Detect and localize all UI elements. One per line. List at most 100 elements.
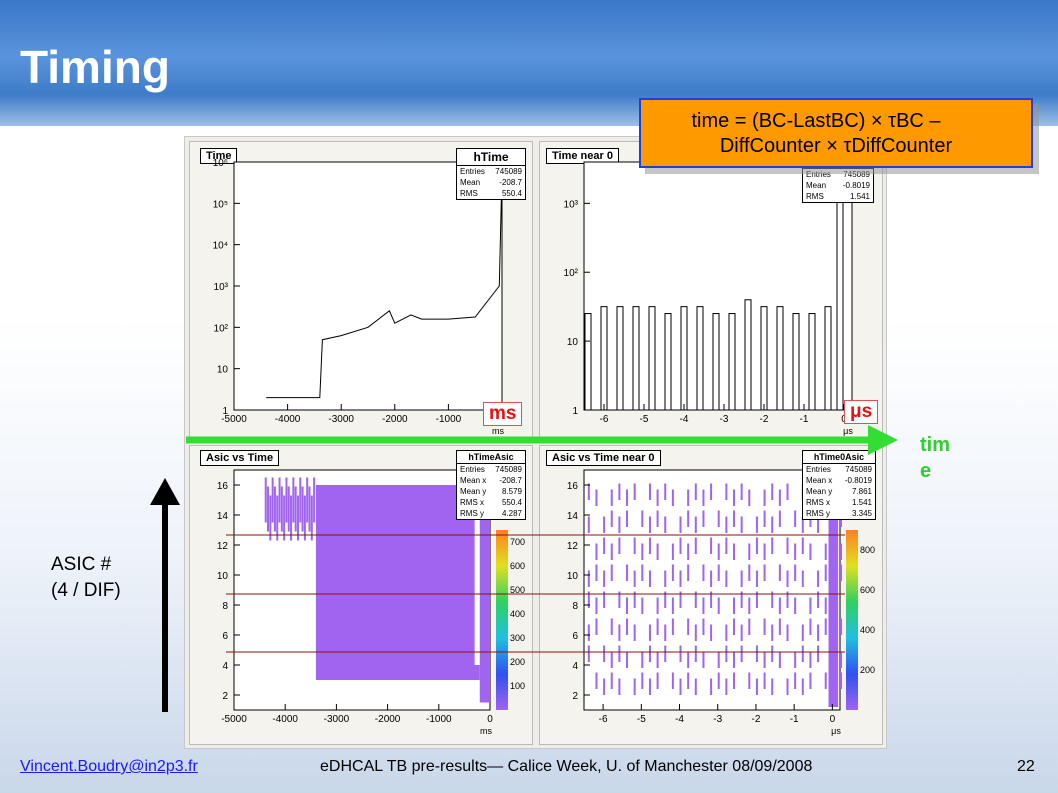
- heatmap-cell: [618, 678, 621, 695]
- heatmap-cell: [648, 483, 651, 500]
- heatmap-cell: [283, 495, 286, 541]
- heatmap-cell: [641, 510, 644, 527]
- stats-box: hTimeAsic Entries 745089 Mean x -208.7 Mea…: [456, 450, 526, 520]
- x-tick-label: -6: [599, 714, 608, 725]
- stats-row: Mean -0.8019: [803, 180, 873, 191]
- y-tick-label: 10³: [214, 282, 229, 293]
- stats-key: Entries: [460, 465, 485, 474]
- heatmap-cell: [763, 618, 766, 635]
- plot-asic-vs-time-near-0: -6 -5 -4 -3 -2 -1 0μs 16 14 12 10 8 6 4 2 800 600 400 200: [567, 469, 875, 736]
- footer-email-link[interactable]: Vincent.Boudry@in2p3.fr: [20, 758, 198, 775]
- stats-value: 1.541: [849, 192, 870, 201]
- heatmap-cell: [633, 678, 636, 695]
- heatmap-cell: [648, 678, 651, 695]
- heatmap-cell: [603, 591, 606, 608]
- stats-row: Entries 745089: [803, 169, 873, 180]
- stats-value: -0.8019: [842, 181, 870, 190]
- y-tick-label: 14: [217, 511, 229, 522]
- plot-time: -5000-4000-3000-2000-10000ms10⁶10⁵10⁴10³…: [213, 158, 506, 436]
- plot-area: [233, 161, 503, 411]
- heatmap-cell: [840, 543, 842, 560]
- heatmap-cell: [308, 486, 311, 532]
- stats-key: Entries: [806, 170, 831, 179]
- heatmap-cell: [587, 645, 590, 662]
- heatmap-cell: [633, 591, 636, 608]
- y-tick-label: 8: [572, 601, 578, 612]
- heatmap-cell: [587, 483, 590, 500]
- x-tick-label: -5000: [221, 414, 247, 425]
- stats-row: RMS x 1.541: [803, 497, 875, 508]
- heatmap-cell: [694, 537, 697, 554]
- x-tick-label: -4000: [275, 414, 301, 425]
- slide-title: Timing: [20, 41, 170, 93]
- heatmap-cell: [587, 516, 590, 533]
- x-tick-label: -1000: [436, 414, 462, 425]
- heatmap-cell: [725, 624, 728, 641]
- heatmap-cell: [778, 651, 781, 668]
- heatmap-cell: [824, 564, 827, 581]
- heatmap-cell: [710, 591, 713, 608]
- heatmap-cell: [648, 516, 651, 533]
- heatmap-cell: [763, 489, 766, 506]
- heatmap-cell: [687, 510, 690, 527]
- y-tick-label: 10⁶: [213, 158, 228, 169]
- heatmap-cell: [740, 570, 743, 587]
- heatmap-cell: [595, 618, 598, 635]
- heatmap-cell: [626, 489, 629, 506]
- pad-title: Asic vs Time: [200, 450, 280, 466]
- colorbar-tick-label: 600: [510, 561, 525, 571]
- asic-axis-label: ASIC # (4 / DIF): [51, 552, 121, 604]
- heatmap-cell: [771, 537, 774, 554]
- heatmap-cell: [733, 618, 736, 635]
- colorbar-tick-label: 200: [860, 665, 875, 675]
- y-tick-label: 10³: [564, 199, 579, 210]
- pad-title: Time: [200, 148, 238, 164]
- colorbar-tick-label: 500: [510, 585, 525, 595]
- heatmap-cell: [679, 591, 682, 608]
- heatmap-cell: [626, 564, 629, 581]
- heatmap-cell: [313, 477, 316, 523]
- heatmap-cell: [809, 543, 812, 560]
- pad-title: Time near 0: [546, 148, 619, 164]
- stats-row: RMS y 4.287: [457, 508, 525, 519]
- colorbar-tick-label: 200: [510, 657, 525, 667]
- heatmap-cell: [656, 597, 659, 614]
- heatmap-cell: [587, 570, 590, 587]
- stats-value: 745089: [843, 170, 870, 179]
- colorbar-tick-label: 400: [860, 625, 875, 635]
- heatmap-cell: [809, 651, 812, 668]
- time-axis-label: tim e: [920, 434, 950, 482]
- heatmap-cell: [610, 564, 613, 581]
- heatmap-cell: [310, 495, 313, 541]
- heatmap-cell: [702, 618, 705, 635]
- heatmap-cell: [733, 651, 736, 668]
- pad-title: Asic vs Time near 0: [546, 450, 661, 466]
- x-tick-label: -2: [751, 714, 760, 725]
- y-tick-label: 12: [217, 541, 229, 552]
- stats-row: RMS y 3.345: [803, 508, 875, 519]
- heatmap-cell: [817, 516, 820, 533]
- heatmap-cell: [618, 591, 621, 608]
- heatmap-cell: [679, 516, 682, 533]
- heatmap-cell: [671, 618, 674, 635]
- y-tick-label: 6: [572, 631, 578, 642]
- heatmap-cell: [687, 618, 690, 635]
- heatmap-cell: [702, 510, 705, 527]
- heatmap-cell: [694, 516, 697, 533]
- heatmap-cell: [717, 510, 720, 527]
- histogram-bar: [824, 306, 832, 411]
- x-tick-label: -2: [760, 414, 769, 425]
- heatmap-cell: [280, 486, 283, 532]
- heatmap-cell: [618, 483, 621, 500]
- heatmap-cell: [778, 564, 781, 581]
- heatmap-cell: [817, 624, 820, 641]
- heatmap-cell: [771, 645, 774, 662]
- heatmap-cell: [603, 678, 606, 695]
- heatmap-cell: [755, 645, 758, 662]
- heatmap-cell: [794, 597, 797, 614]
- histogram-bar: [648, 306, 656, 411]
- heatmap-cell: [276, 495, 279, 541]
- heatmap-cell: [717, 597, 720, 614]
- heatmap-cell: [618, 645, 621, 662]
- heatmap-cell: [610, 510, 613, 527]
